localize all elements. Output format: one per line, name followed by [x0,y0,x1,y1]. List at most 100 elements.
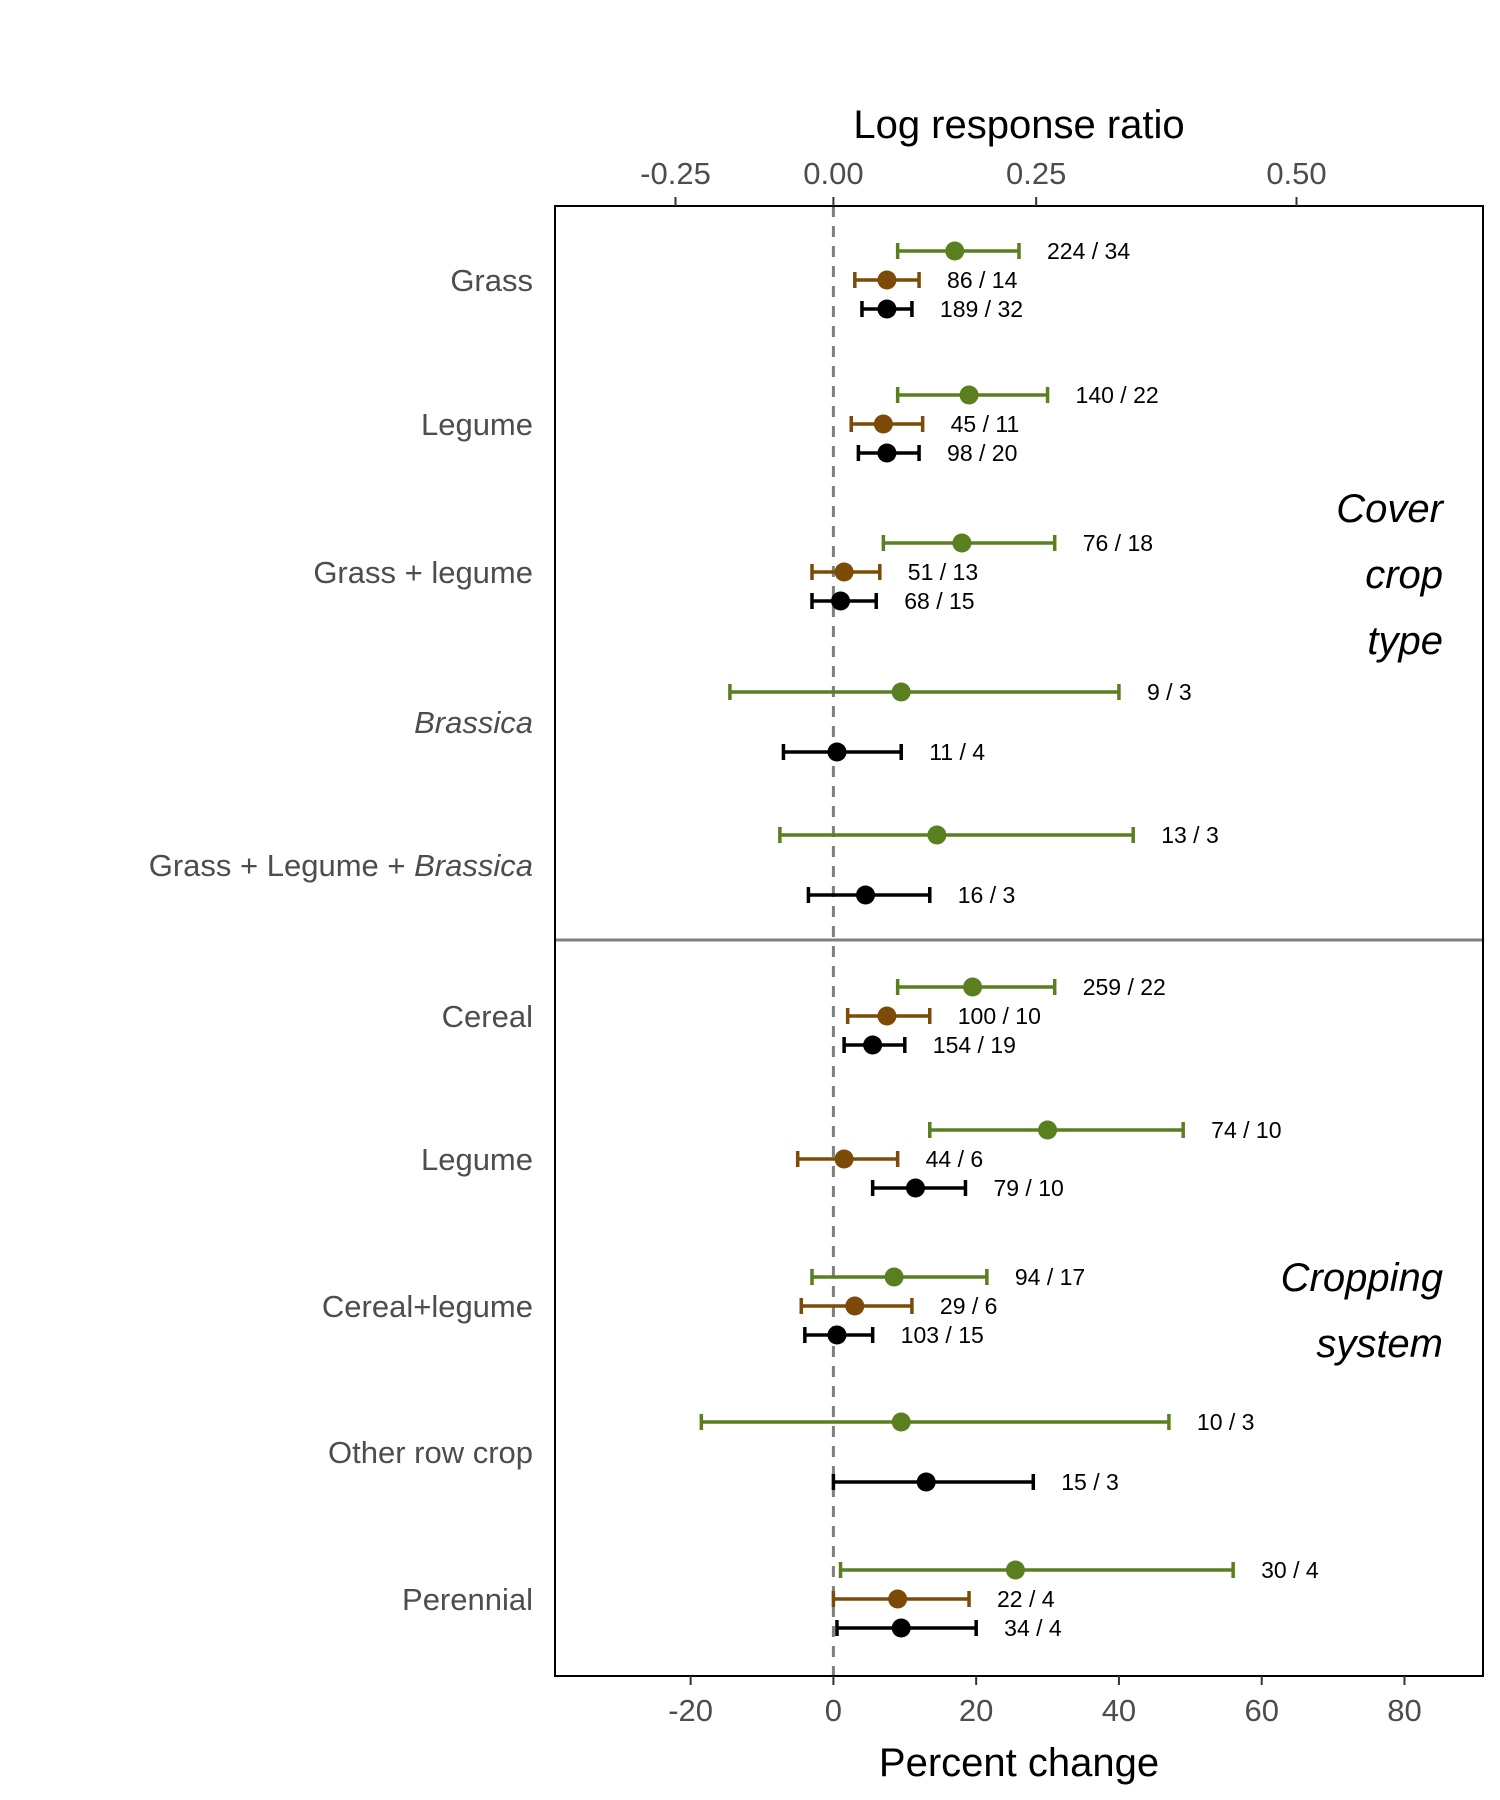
point-estimate [834,1149,854,1169]
x-tick-label: 40 [1102,1693,1136,1728]
point-estimate [1005,1560,1025,1580]
sample-size-label: 29 / 6 [940,1293,998,1319]
estimates-group: 224 / 34 86 / 14 189 / 32 140 / 22 45 / 11 98… [699,238,1319,1641]
group-label: Cover crop type [1336,487,1444,663]
point-estimate [927,825,947,845]
estimate-green: 76 / 18 [881,530,1153,556]
sample-size-label: 189 / 32 [940,296,1023,322]
x-tick-label: 80 [1387,1693,1421,1728]
category-label: Perennial [402,1582,533,1617]
sample-size-label: 76 / 18 [1083,530,1153,556]
point-estimate [845,1296,865,1316]
estimate-green: 74 / 10 [928,1117,1282,1143]
category-label: Legume [421,1142,533,1177]
x-tick-label: -20 [668,1693,713,1728]
estimate-brown: 44 / 6 [795,1146,984,1172]
sample-size-label: 79 / 10 [993,1175,1063,1201]
category-label: Cereal+legume [322,1289,533,1324]
estimate-black: 189 / 32 [860,296,1023,322]
point-estimate [891,1412,911,1432]
sample-size-label: 10 / 3 [1197,1409,1255,1435]
x-tick-label: 60 [1244,1693,1278,1728]
estimate-black: 103 / 15 [803,1322,984,1348]
sample-size-label: 15 / 3 [1061,1469,1119,1495]
category-labels-group: Grass Legume Grass + legume Brassica Grass +… [149,263,533,1617]
point-estimate [856,885,876,905]
sample-size-label: 45 / 11 [951,411,1020,437]
estimate-black: 68 / 15 [810,588,975,614]
point-estimate [945,241,965,261]
estimate-brown: 51 / 13 [810,559,978,585]
top-axis-title: Log response ratio [853,103,1184,147]
point-estimate [952,533,972,553]
category-label: Grass + Legume + Brassica [149,848,533,883]
sample-size-label: 22 / 4 [997,1586,1055,1612]
plot-panel-border [554,205,1484,1677]
point-estimate [834,562,854,582]
axes-group: -20 0 20 40 60 80 -0.25 0.00 0.25 0.50 [640,156,1422,1728]
estimate-brown: 100 / 10 [845,1003,1041,1029]
estimate-black: 34 / 4 [835,1615,1062,1641]
point-estimate [877,299,897,319]
sample-size-label: 224 / 34 [1047,238,1130,264]
x2-tick-label: 0.50 [1266,156,1326,191]
sample-size-label: 16 / 3 [958,882,1016,908]
group-label: Cropping system [1281,1256,1443,1366]
point-estimate [905,1178,925,1198]
x2-tick-label: 0.00 [803,156,863,191]
estimate-black: 16 / 3 [806,882,1016,908]
point-estimate [877,443,897,463]
x-tick-label: 20 [959,1693,993,1728]
estimate-green: 140 / 22 [895,382,1159,408]
point-estimate [959,385,979,405]
sample-size-label: 259 / 22 [1083,974,1166,1000]
sample-size-label: 68 / 15 [904,588,974,614]
group-labels-group: Cover crop type Cropping system [1281,487,1445,1366]
estimate-black: 79 / 10 [870,1175,1064,1201]
category-label: Grass [450,263,533,298]
point-estimate [888,1589,908,1609]
point-estimate [873,414,893,434]
sample-size-label: 74 / 10 [1211,1117,1281,1143]
estimate-green: 13 / 3 [778,822,1219,848]
point-estimate [1038,1120,1058,1140]
category-label: Cereal [442,999,533,1034]
point-estimate [916,1472,936,1492]
point-estimate [963,977,983,997]
point-estimate [884,1267,904,1287]
sample-size-label: 86 / 14 [947,267,1018,293]
sample-size-label: 34 / 4 [1004,1615,1062,1641]
sample-size-label: 11 / 4 [929,739,985,765]
category-label: Other row crop [328,1435,533,1470]
point-estimate [891,1618,911,1638]
x2-tick-label: -0.25 [640,156,711,191]
x2-tick-label: 0.25 [1006,156,1066,191]
sample-size-label: 94 / 17 [1015,1264,1085,1290]
sample-size-label: 103 / 15 [901,1322,984,1348]
estimate-black: 154 / 19 [842,1032,1016,1058]
point-estimate [827,742,847,762]
estimate-brown: 86 / 14 [853,267,1018,293]
sample-size-label: 100 / 10 [958,1003,1041,1029]
category-label: Legume [421,407,533,442]
estimate-green: 224 / 34 [895,238,1130,264]
estimate-green: 259 / 22 [895,974,1166,1000]
estimate-brown: 22 / 4 [831,1586,1055,1612]
sample-size-label: 30 / 4 [1261,1557,1319,1583]
estimate-green: 9 / 3 [728,679,1192,705]
sample-size-label: 13 / 3 [1161,822,1219,848]
bottom-axis-title: Percent change [879,1741,1159,1785]
point-estimate [831,591,851,611]
category-label: Brassica [414,705,533,740]
category-label: Grass + legume [313,555,533,590]
point-estimate [891,682,911,702]
sample-size-label: 98 / 20 [947,440,1017,466]
estimate-brown: 29 / 6 [799,1293,998,1319]
estimate-green: 30 / 4 [838,1557,1319,1583]
point-estimate [877,270,897,290]
point-estimate [877,1006,897,1026]
sample-size-label: 44 / 6 [926,1146,984,1172]
sample-size-label: 51 / 13 [908,559,978,585]
point-estimate [863,1035,883,1055]
